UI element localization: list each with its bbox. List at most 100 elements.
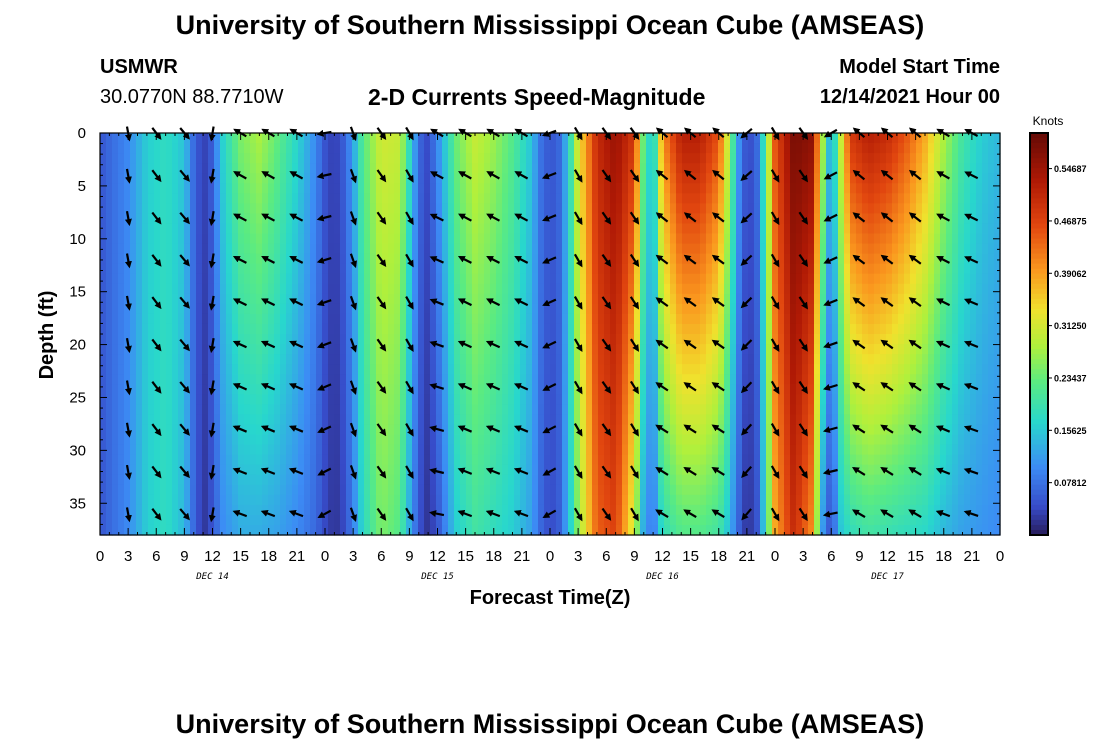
heatmap-cell: [436, 464, 443, 476]
heatmap-cell: [634, 283, 641, 295]
heatmap-cell: [514, 173, 521, 184]
heatmap-cell: [538, 203, 545, 214]
heatmap-cell: [208, 293, 215, 305]
heatmap-cell: [352, 454, 359, 466]
heatmap-cell: [760, 263, 767, 275]
heatmap-cell: [430, 233, 437, 245]
heatmap-cell: [184, 334, 191, 345]
heatmap-cell: [364, 243, 371, 255]
heatmap-cell: [346, 183, 353, 194]
heatmap-cell: [622, 344, 629, 355]
heatmap-cell: [328, 484, 335, 496]
heatmap-cell: [340, 464, 347, 476]
heatmap-cell: [742, 484, 749, 496]
heatmap-cell: [454, 263, 461, 275]
heatmap-cell: [538, 474, 545, 486]
heatmap-cell: [580, 484, 587, 496]
heatmap-cell: [268, 143, 275, 154]
heatmap-cell: [454, 434, 461, 446]
heatmap-cell: [646, 414, 653, 426]
heatmap-cell: [190, 414, 197, 426]
heatmap-cell: [502, 484, 509, 496]
heatmap-cell: [730, 394, 737, 405]
heatmap-cell: [460, 133, 467, 144]
heatmap-cell: [760, 464, 767, 476]
heatmap-cell: [814, 344, 821, 355]
heatmap-cell: [172, 364, 179, 375]
heatmap-cell: [358, 504, 365, 516]
heatmap-cell: [472, 444, 479, 456]
heatmap-cell: [124, 153, 131, 164]
heatmap-cell: [148, 434, 155, 446]
heatmap-cell: [136, 173, 143, 184]
heatmap-cell: [472, 263, 479, 275]
station-coordinates: 30.0770N 88.7710W: [100, 86, 284, 108]
heatmap-cell: [802, 243, 809, 255]
heatmap-cell: [490, 223, 497, 235]
heatmap-cell: [340, 303, 347, 315]
heatmap-cell: [418, 253, 425, 265]
heatmap-cell: [448, 454, 455, 466]
heatmap-cell: [790, 404, 797, 415]
heatmap-cell: [838, 394, 845, 405]
heatmap-cell: [250, 273, 257, 285]
heatmap-cell: [358, 193, 365, 204]
heatmap-cell: [688, 153, 695, 164]
heatmap-cell: [106, 313, 113, 325]
heatmap-cell: [796, 414, 803, 426]
heatmap-cell: [802, 394, 809, 405]
heatmap-cell: [154, 334, 161, 345]
heatmap-cell: [268, 484, 275, 496]
heatmap-cell: [544, 183, 551, 194]
heatmap-cell: [466, 494, 473, 506]
heatmap-cell: [760, 454, 767, 466]
heatmap-cell: [100, 143, 107, 154]
heatmap-cell: [748, 424, 755, 436]
heatmap-cell: [646, 494, 653, 506]
heatmap-cell: [256, 334, 263, 345]
heatmap-cell: [334, 223, 341, 235]
heatmap-cell: [280, 384, 287, 395]
heatmap-cell: [448, 153, 455, 164]
heatmap-cell: [790, 143, 797, 154]
heatmap-cell: [286, 323, 293, 335]
heatmap-cell: [364, 524, 371, 536]
heatmap-cell: [544, 414, 551, 426]
heatmap-cell: [166, 153, 173, 164]
heatmap-cell: [580, 424, 587, 436]
heatmap-cell: [694, 253, 701, 265]
heatmap-cell: [640, 273, 647, 285]
heatmap-cell: [658, 323, 665, 335]
heatmap-cell: [160, 404, 167, 415]
heatmap-cell: [766, 474, 773, 486]
heatmap-cell: [244, 474, 251, 486]
heatmap-cell: [790, 344, 797, 355]
heatmap-cell: [454, 293, 461, 305]
heatmap-cell: [712, 223, 719, 235]
heatmap-cell: [496, 203, 503, 214]
heatmap-cell: [346, 173, 353, 184]
heatmap-cell: [118, 524, 125, 536]
heatmap-cell: [250, 153, 257, 164]
heatmap-cell: [196, 173, 203, 184]
heatmap-cell: [496, 494, 503, 506]
heatmap-cell: [598, 273, 605, 285]
heatmap-cell: [244, 404, 251, 415]
heatmap-cell: [520, 394, 527, 405]
heatmap-cell: [580, 334, 587, 345]
heatmap-cell: [478, 243, 485, 255]
heatmap-cell: [844, 384, 851, 395]
heatmap-cell: [442, 414, 449, 426]
heatmap-cell: [808, 484, 815, 496]
heatmap-cell: [802, 434, 809, 446]
heatmap-cell: [640, 444, 647, 456]
heatmap-cell: [400, 334, 407, 345]
heatmap-cell: [466, 394, 473, 405]
heatmap-cell: [448, 474, 455, 486]
heatmap-cell: [226, 253, 233, 265]
heatmap-cell: [316, 364, 323, 375]
heatmap-cell: [208, 524, 215, 536]
heatmap-cell: [358, 464, 365, 476]
heatmap-cell: [784, 153, 791, 164]
heatmap-cell: [538, 133, 545, 144]
